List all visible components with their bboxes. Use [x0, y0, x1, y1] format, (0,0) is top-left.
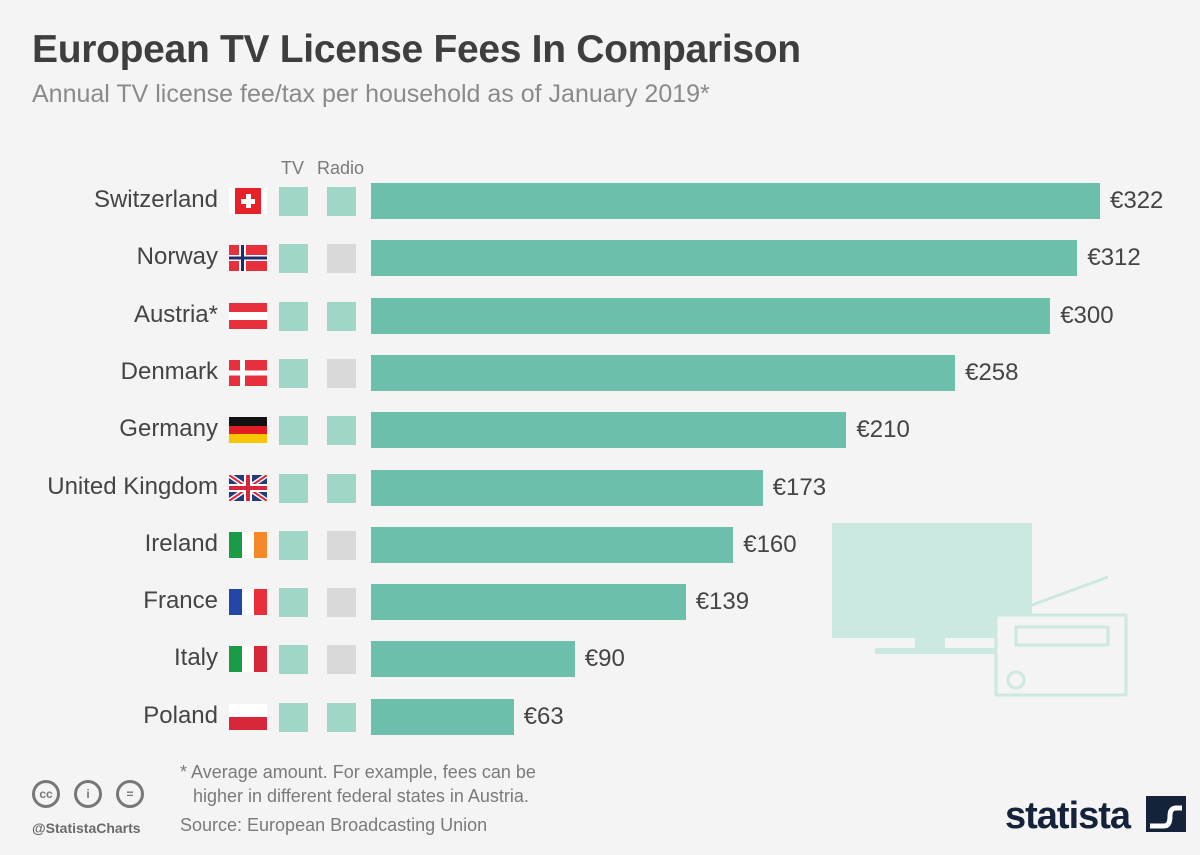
country-name: Denmark	[120, 357, 218, 385]
no-derivatives-icon: =	[116, 780, 144, 808]
tv-coverage-indicator	[279, 473, 308, 503]
twitter-handle: @StatistaCharts	[32, 820, 141, 836]
country-name: Switzerland	[93, 186, 218, 213]
radio-coverage-indicator	[327, 702, 356, 732]
country-name: Germany	[119, 415, 218, 443]
value-label: €173	[772, 473, 827, 501]
chart-title: European TV License Fees In Comparison	[32, 28, 801, 71]
statista-logo-icon	[1145, 796, 1186, 832]
footnote-line-2: higher in different federal states in Au…	[193, 786, 529, 806]
radio-coverage-indicator	[327, 588, 356, 618]
country-label: Norway	[137, 243, 218, 271]
radio-column-header: Radio	[317, 158, 365, 178]
source: Source: European Broadcasting Union	[180, 815, 488, 835]
statista-logo: statista	[1005, 795, 1186, 838]
footnote: * Average amount. For example, fees can …	[180, 760, 536, 808]
radio-coverage-indicator	[327, 473, 356, 503]
value-label: €90	[584, 645, 625, 673]
bar	[371, 412, 847, 449]
radio-coverage-indicator	[327, 530, 356, 560]
tv-coverage-indicator	[279, 358, 308, 388]
country-name: United Kingdom	[47, 472, 218, 500]
value-label: €322	[1110, 187, 1164, 214]
bar	[371, 641, 575, 678]
country-label: United Kingdom	[47, 473, 218, 501]
value-label: €63	[523, 702, 564, 730]
flag-france-icon	[229, 589, 267, 616]
bar	[371, 183, 1100, 219]
tv-column-header: TV	[281, 158, 305, 178]
tv-coverage-indicator	[279, 301, 308, 331]
flag-denmark-icon	[229, 359, 267, 386]
tv-coverage-indicator	[279, 530, 308, 560]
radio-coverage-indicator	[327, 645, 356, 675]
country-label: Germany	[119, 415, 218, 443]
creative-commons-icon: cc	[32, 780, 60, 808]
radio-coverage-indicator	[327, 358, 356, 388]
tv-coverage-indicator	[279, 588, 308, 618]
country-label: Denmark	[121, 358, 218, 386]
statista-logo-text: statista	[1005, 795, 1131, 837]
country-label: Switzerland	[94, 186, 218, 214]
tv-coverage-indicator	[279, 416, 308, 446]
country-label: France	[143, 587, 218, 615]
flag-poland-icon	[229, 703, 267, 730]
country-label: Poland	[143, 702, 218, 730]
flag-germany-icon	[229, 417, 267, 444]
value-label: €160	[743, 530, 797, 558]
chart-subtitle: Annual TV license fee/tax per household …	[32, 80, 710, 108]
country-name: Austria*	[133, 300, 218, 328]
country-label: Austria*	[134, 301, 218, 329]
value-label: €210	[856, 416, 910, 444]
country-name: Ireland	[144, 529, 218, 557]
tv-coverage-indicator	[279, 244, 308, 274]
value-label: €258	[965, 358, 1019, 386]
bar	[371, 354, 956, 391]
radio-coverage-indicator	[327, 187, 356, 216]
bar	[371, 240, 1078, 277]
country-label: Italy	[174, 644, 218, 672]
footnote-line-1: * Average amount. For example, fees can …	[180, 762, 536, 782]
flag-austria-icon	[229, 302, 267, 329]
country-label: Ireland	[145, 530, 218, 558]
tv-coverage-indicator	[279, 645, 308, 675]
country-name: France	[143, 587, 218, 615]
bar	[371, 698, 514, 735]
value-label: €312	[1087, 244, 1141, 272]
tv-coverage-indicator	[279, 702, 308, 732]
flag-ireland-icon	[229, 531, 267, 558]
flag-switzerland-icon	[229, 188, 267, 214]
country-name: Poland	[143, 701, 218, 729]
flag-italy-icon	[229, 646, 267, 673]
country-name: Italy	[173, 644, 218, 672]
flag-norway-icon	[229, 245, 267, 272]
bar	[371, 584, 686, 621]
value-label: €139	[695, 588, 750, 616]
bar	[371, 526, 734, 563]
tv-radio-illustration-icon	[832, 523, 1128, 697]
radio-coverage-indicator	[327, 301, 356, 331]
flag-united-kingdom-icon	[229, 474, 267, 501]
tv-coverage-indicator	[279, 187, 308, 216]
bar	[371, 297, 1051, 334]
radio-coverage-indicator	[327, 244, 356, 274]
bar	[371, 469, 763, 506]
country-name: Norway	[136, 243, 218, 271]
attribution-icon: i	[74, 780, 102, 808]
value-label: €300	[1060, 301, 1114, 329]
radio-coverage-indicator	[327, 416, 356, 446]
